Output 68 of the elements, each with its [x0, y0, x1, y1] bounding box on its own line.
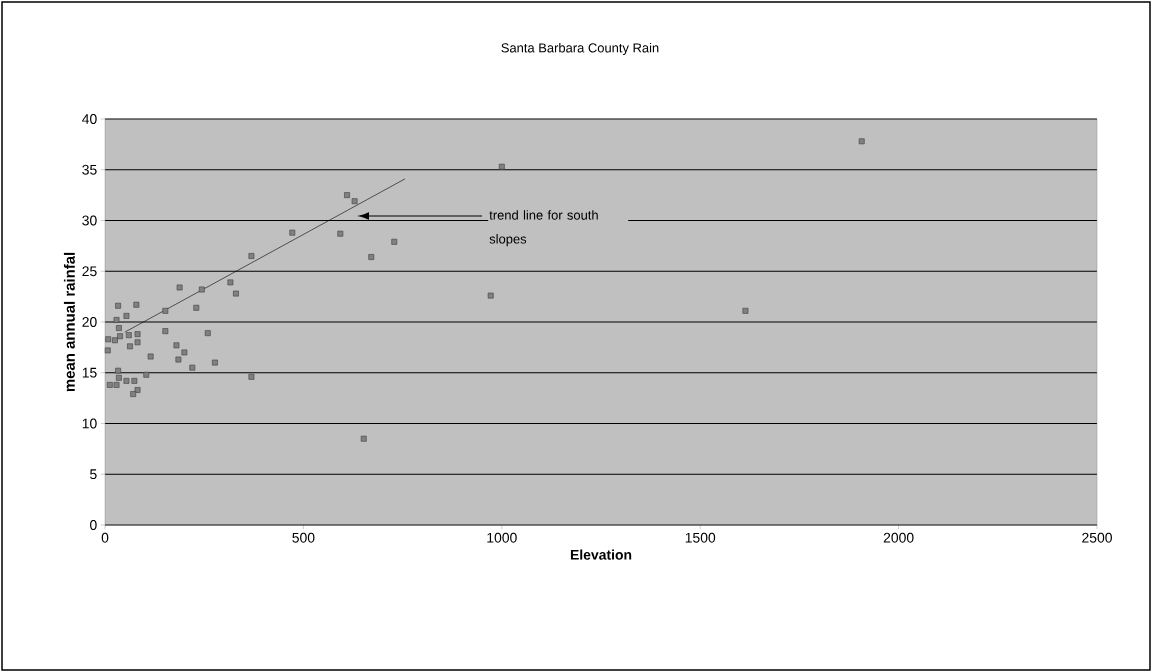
point [143, 371, 150, 378]
point [181, 349, 188, 356]
point [134, 339, 141, 346]
point [858, 138, 865, 145]
point [113, 317, 120, 323]
point [198, 286, 205, 293]
chart-title: Santa Barbara County Rain [501, 42, 659, 56]
point [162, 307, 169, 314]
point [162, 328, 169, 335]
y-tick-label: 20 [82, 317, 97, 327]
point [131, 377, 138, 384]
point [337, 230, 344, 237]
y-tick-label: 15 [82, 367, 97, 378]
point [104, 347, 111, 354]
point [487, 292, 494, 299]
x-tick-label: 2000 [883, 532, 914, 543]
point [212, 359, 218, 366]
point [175, 356, 182, 363]
x-tick-label: 2500 [1082, 532, 1112, 543]
point [344, 192, 350, 198]
point [115, 367, 121, 374]
point [227, 279, 234, 286]
point [134, 331, 141, 338]
y-tick-label: 5 [90, 469, 97, 480]
point [173, 342, 180, 349]
y-tick-label: 25 [82, 266, 97, 277]
point [115, 302, 121, 309]
point [130, 391, 137, 397]
point [233, 290, 239, 297]
point [368, 254, 375, 260]
point [360, 435, 367, 442]
y-tick-label: 10 [82, 418, 97, 429]
point [123, 377, 130, 384]
y-tick-label: 30 [82, 215, 97, 226]
point [391, 238, 398, 245]
point [498, 163, 505, 170]
point [123, 313, 130, 319]
point [134, 387, 141, 393]
point [742, 307, 749, 314]
x-tick-label: 1000 [487, 532, 517, 543]
x-tick-label: 0 [101, 532, 109, 543]
point [112, 337, 118, 344]
point [176, 284, 183, 291]
point [125, 332, 132, 339]
y-tick-label: 0 [90, 520, 97, 530]
point [248, 373, 255, 380]
x-tick-label: 1500 [685, 532, 716, 543]
x-tick-label: 500 [292, 532, 315, 543]
y-axis-title: mean annual rainfal [63, 252, 75, 392]
x-axis-title: Elevation [570, 549, 632, 560]
point [204, 330, 211, 337]
point [106, 382, 113, 388]
point [116, 374, 122, 381]
point [351, 198, 358, 205]
y-tick-label: 40 [82, 114, 97, 124]
y-tick-label: 35 [82, 164, 97, 175]
point [248, 253, 255, 259]
point [189, 364, 196, 371]
annotation: trend line for south slopes [489, 210, 598, 247]
point [116, 325, 122, 331]
point [289, 229, 296, 236]
point [193, 304, 200, 311]
point [113, 382, 120, 388]
point [127, 343, 133, 350]
point [105, 336, 112, 343]
point [133, 301, 140, 308]
point [147, 353, 154, 360]
point [117, 333, 123, 340]
